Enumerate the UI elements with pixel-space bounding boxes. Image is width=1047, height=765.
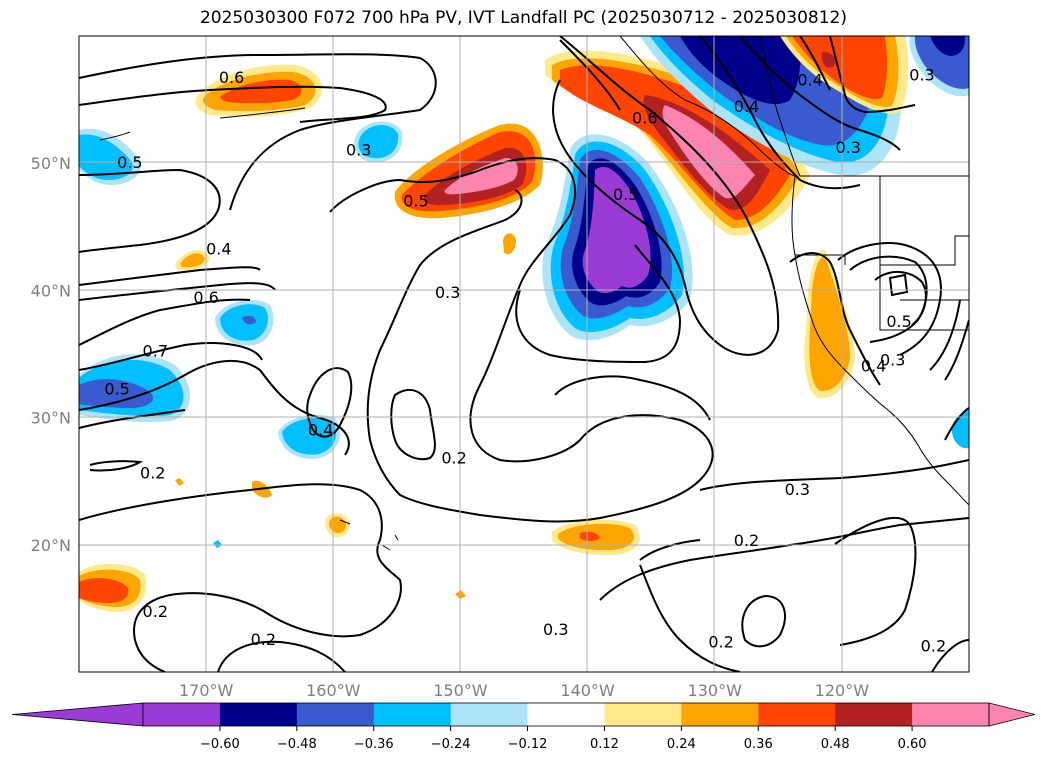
lat-label: 30°N	[31, 409, 71, 428]
shaded-fields	[79, 36, 969, 612]
colorbar: −0.60 −0.48 −0.36 −0.24 −0.12 0.12 0.24 0.36 0.4…	[11, 702, 1036, 752]
lon-label: 130°W	[688, 681, 743, 700]
colorbar-swatch	[604, 703, 682, 726]
colorbar-swatch	[450, 703, 529, 726]
lon-label: 120°W	[815, 681, 870, 700]
colorbar-tick-label: 0.12	[590, 737, 619, 752]
contour-label: 0.3	[835, 138, 860, 157]
lat-label: 20°N	[31, 536, 71, 555]
colorbar-swatch	[373, 703, 452, 726]
colorbar-tick-label: 0.48	[821, 737, 850, 752]
colorbar-tick-label: −0.12	[508, 737, 548, 752]
contour-label: 0.5	[403, 191, 428, 210]
colorbar-tick-label: −0.36	[354, 737, 394, 752]
contour-label: 0.3	[880, 350, 905, 369]
colorbar-tick-label: −0.24	[431, 737, 471, 752]
colorbar-swatch	[219, 703, 298, 726]
colorbar-under-extension	[11, 702, 144, 727]
colorbar-tick-label: 0.60	[898, 737, 927, 752]
lat-label: 50°N	[31, 154, 71, 173]
colorbar-swatch	[527, 703, 605, 726]
colorbar-swatch	[681, 703, 759, 726]
contour-label: 0.4	[861, 357, 886, 376]
contour-label: 0.3	[785, 480, 810, 499]
contour-label: 0.5	[117, 153, 142, 172]
contour-labels: 0.6 0.3 0.5 0.5 0.4 0.6 0.3 0.7 0.5 0.4 0.2 0.2 0.2 0…	[104, 65, 946, 656]
contour-label: 0.4	[308, 420, 333, 439]
colorbar-tick-label: 0.36	[744, 737, 773, 752]
lon-label: 140°W	[560, 681, 615, 700]
contour-label: 0.3	[909, 65, 934, 84]
colorbar-swatch	[296, 703, 375, 726]
grid-lines	[79, 36, 969, 672]
contour-label: 0.6	[219, 68, 244, 87]
lon-label: 150°W	[433, 681, 488, 700]
colorbar-tick-label: −0.48	[277, 737, 317, 752]
map-title: 2025030300 F072 700 hPa PV, IVT Landfall…	[199, 8, 847, 28]
lon-label: 160°W	[306, 681, 361, 700]
contour-label: 0.4	[206, 240, 231, 259]
contour-label: 0.6	[632, 109, 657, 128]
lon-labels: 170°W 160°W 150°W 140°W 130°W 120°W	[179, 681, 869, 700]
contour-label: 0.2	[921, 637, 946, 656]
contour-label: 0.3	[543, 620, 568, 639]
contour-label: 0.2	[251, 630, 276, 649]
contour-label: 0.2	[734, 531, 759, 550]
contour-label: 0.4	[797, 71, 822, 90]
colorbar-frame	[142, 702, 990, 727]
contour-label: 0.5	[886, 312, 911, 331]
colorbar-tick-label: 0.24	[667, 737, 696, 752]
contour-label: 0.4	[734, 97, 759, 116]
lon-label: 170°W	[179, 681, 234, 700]
map-frame	[78, 35, 970, 673]
coastlines	[99, 36, 969, 551]
contour-label: 0.2	[441, 448, 466, 467]
contour-label: 0.5	[104, 380, 129, 399]
colorbar-tick-label: −0.60	[200, 737, 240, 752]
contour-label: 0.7	[143, 341, 168, 360]
colorbar-swatch	[835, 703, 913, 726]
contour-label: 0.3	[346, 140, 371, 159]
contour-label: 0.6	[193, 288, 218, 307]
colorbar-swatch	[143, 703, 221, 726]
lat-label: 40°N	[31, 281, 71, 300]
colorbar-swatch	[758, 703, 836, 726]
contour-label: 0.5	[613, 185, 638, 204]
lat-labels: 50°N 40°N 30°N 20°N	[31, 154, 71, 555]
contour-label: 0.2	[708, 633, 733, 652]
contour-label: 0.2	[143, 602, 168, 621]
colorbar-over-extension	[988, 702, 1036, 727]
contour-label: 0.2	[140, 464, 165, 483]
pv-contours	[79, 36, 969, 672]
contour-label: 0.3	[435, 283, 460, 302]
colorbar-swatch	[912, 703, 990, 726]
